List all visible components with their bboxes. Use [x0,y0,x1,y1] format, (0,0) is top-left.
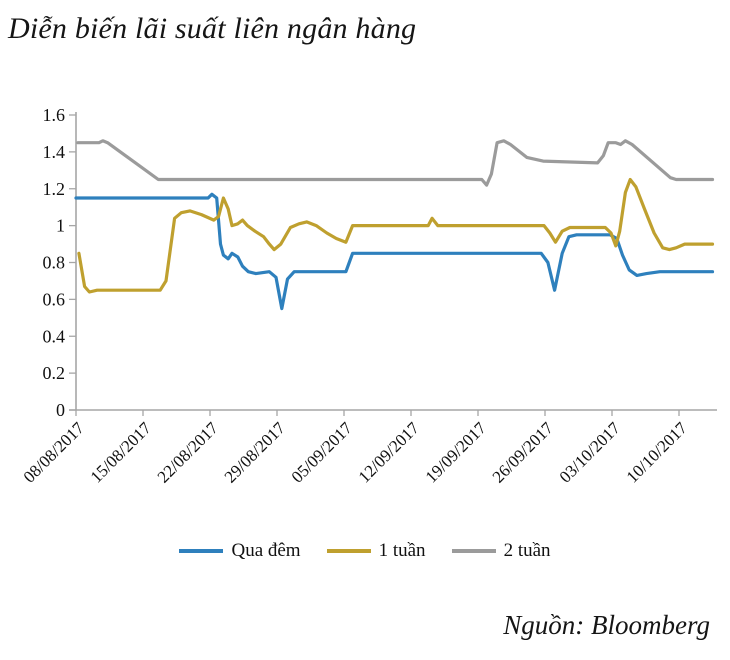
legend-label-1week: 1 tuần [378,540,426,561]
x-tick-label: 15/08/2017 [87,418,156,487]
legend-label-overnight: Qua đêm [231,540,301,561]
y-tick-label: 1.4 [43,142,66,162]
x-tick-label: 03/10/2017 [556,418,625,487]
overnight-line-swatch-icon [179,549,224,553]
legend-item-2week: 2 tuần [451,540,551,562]
source-credit: Nguồn: Bloomberg [503,610,710,640]
y-tick-label: 0.6 [43,289,66,309]
x-tick-label: 05/09/2017 [288,418,357,487]
two-week-line-swatch-icon [451,549,496,553]
x-tick-label: 12/09/2017 [355,418,424,487]
x-tick-label: 19/09/2017 [422,418,491,487]
series-line-0 [74,192,715,311]
x-tick-label: 29/08/2017 [221,418,290,487]
series-line-2 [76,139,715,187]
one-week-line-swatch-icon [326,549,371,553]
y-tick-label: 0.8 [43,253,66,273]
legend-item-1week: 1 tuần [326,540,426,562]
y-tick-label: 1 [56,216,65,236]
legend-item-overnight: Qua đêm [179,540,301,562]
y-tick-label: 1.2 [43,179,66,199]
x-tick-label: 26/09/2017 [489,418,558,487]
series-line-1 [77,177,715,294]
chart-title: Diễn biến lãi suất liên ngân hàng [8,12,417,45]
x-tick-label: 22/08/2017 [154,418,223,487]
y-tick-label: 0 [56,400,65,420]
legend-label-2week: 2 tuần [503,540,551,561]
y-tick-label: 1.6 [43,105,66,125]
chart-legend: Qua đêm 1 tuần 2 tuần [0,540,730,562]
x-tick-label: 10/10/2017 [623,418,692,487]
interbank-rate-line-chart: 0 0.2 0.4 0.6 0.8 1 1.2 1.4 1.6 08/08/201715/08/2… [20,105,717,487]
y-tick-label: 0.4 [43,326,66,346]
y-tick-label: 0.2 [43,363,66,383]
x-tick-label: 08/08/2017 [20,418,89,487]
